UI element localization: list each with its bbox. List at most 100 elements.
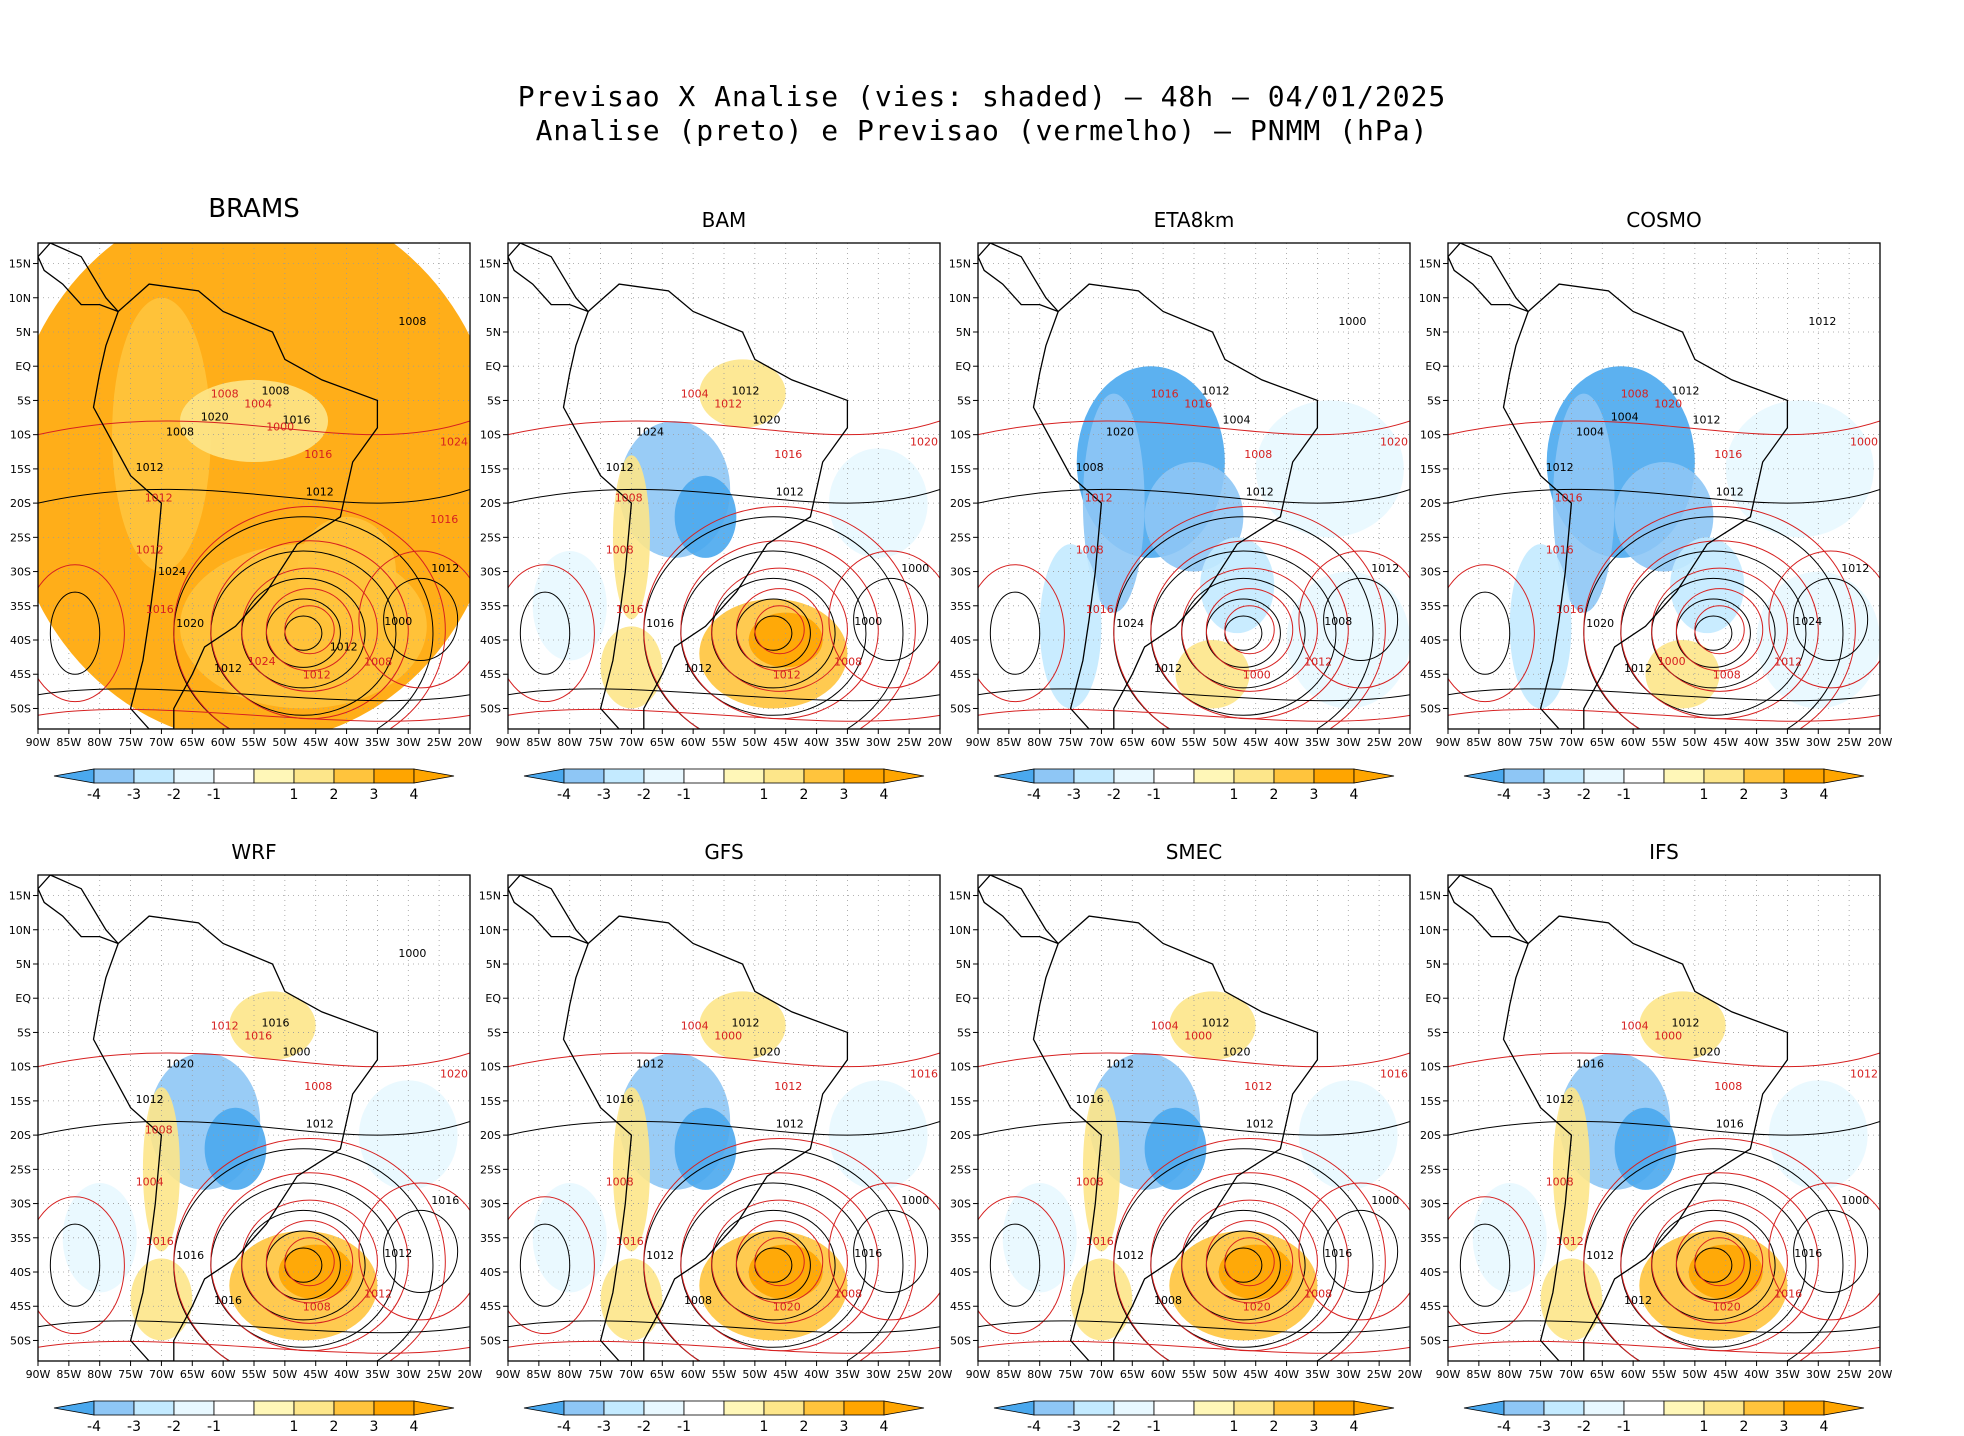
lon-tick-label: 35W — [835, 736, 860, 749]
colorbar-label: -3 — [127, 787, 141, 803]
lat-tick-label: 50S — [1420, 702, 1441, 715]
colorbar-label: -4 — [87, 787, 101, 803]
isobar — [1459, 1223, 1511, 1307]
contour-label: 1000 — [1841, 1194, 1869, 1207]
contour-label: 1000 — [1850, 436, 1878, 449]
lon-tick-label: 30W — [1806, 1368, 1831, 1381]
contour-label: 1008 — [1621, 387, 1649, 400]
contour-label: 1000 — [1184, 1030, 1212, 1043]
colorbar-label: 1 — [760, 1419, 769, 1435]
contour-label: 1008 — [262, 385, 290, 398]
forecast-isobar — [173, 1138, 446, 1361]
lat-tick-label: 10N — [479, 292, 501, 305]
contour-label: 1012 — [1672, 385, 1700, 398]
colorbar-segment — [1313, 768, 1355, 784]
isobar — [383, 577, 459, 662]
lon-tick-label: 20W — [1868, 1368, 1893, 1381]
coastline — [38, 243, 119, 313]
forecast-isobar — [711, 1199, 848, 1324]
map-area: 1012 1016 1012 1008 1012 1016 1012 1004 1000 1008… — [479, 242, 953, 749]
isobar — [38, 1196, 125, 1335]
lon-tick-label: 80W — [87, 1368, 112, 1381]
lat-tick-label: 40S — [950, 1266, 971, 1279]
lon-tick-label: 90W — [1436, 736, 1461, 749]
colorbar-label: 3 — [1780, 1419, 1789, 1435]
colorbar-segment — [253, 1400, 295, 1416]
forecast-isobar — [754, 1237, 805, 1287]
lat-tick-label: 40S — [1420, 1266, 1441, 1279]
isobar — [38, 1120, 470, 1136]
lon-tick-label: 45W — [773, 1368, 798, 1381]
colorbar-label: -4 — [557, 1419, 571, 1435]
isobar — [978, 564, 1065, 703]
isobar — [508, 1340, 940, 1354]
lon-tick-label: 50W — [742, 736, 767, 749]
lat-tick-label: 20S — [10, 1129, 31, 1142]
contour-label: 1020 — [1243, 1301, 1271, 1314]
contour-label: 1004 — [1223, 414, 1251, 427]
forecast-isobar — [265, 588, 354, 672]
lat-tick-label: 35S — [10, 1232, 31, 1245]
contour-label: 1016 — [304, 448, 332, 461]
bias-shading — [600, 626, 663, 709]
bias-shading — [1540, 1258, 1603, 1341]
contour-label: 1008 — [166, 426, 194, 439]
isobar — [508, 1320, 940, 1334]
lat-tick-label: 20S — [10, 497, 31, 510]
map-area: 1012101610121008101610121008100410001008… — [479, 874, 953, 1381]
lat-tick-label: 45S — [480, 668, 501, 681]
lon-tick-label: 60W — [681, 1368, 706, 1381]
contour-label: 1012 — [1624, 662, 1652, 675]
lon-tick-label: 50W — [1682, 736, 1707, 749]
colorbar-segment — [1503, 1400, 1545, 1416]
isobar — [989, 591, 1041, 675]
contour-label: 1012 — [732, 385, 760, 398]
lon-tick-label: 65W — [1590, 1368, 1615, 1381]
lon-tick-label: 80W — [557, 736, 582, 749]
isobar — [1448, 708, 1880, 722]
model-panel: COSMO10121016101210121012101610121008101… — [1419, 208, 1893, 803]
contour-label: 1012 — [1546, 1093, 1574, 1106]
isobar — [1448, 1120, 1880, 1136]
lat-tick-label: 15S — [480, 463, 501, 476]
contour-label: 1012 — [214, 662, 242, 675]
contour-label: 1020 — [1223, 1046, 1251, 1059]
contour-label: 1008 — [1714, 1080, 1742, 1093]
contour-label: 1016 — [146, 603, 174, 616]
lat-tick-label: 10N — [9, 924, 31, 937]
colorbar-segment — [683, 1400, 725, 1416]
forecast-isobar — [1224, 605, 1275, 655]
bias-shading — [699, 991, 786, 1060]
lon-tick-label: 30W — [396, 736, 421, 749]
coastline — [978, 243, 1059, 313]
colorbar-segment — [133, 1400, 175, 1416]
lon-tick-label: 55W — [242, 736, 267, 749]
contour-label: 1012 — [1774, 655, 1802, 668]
lon-tick-label: 30W — [866, 736, 891, 749]
lat-tick-label: EQ — [15, 992, 31, 1005]
lat-tick-label: 45S — [480, 1300, 501, 1313]
model-panel: BAM1012101610121008101210161012100410001… — [479, 208, 953, 803]
lon-tick-label: 80W — [557, 1368, 582, 1381]
lat-tick-label: 5S — [487, 394, 501, 407]
contour-label: 1008 — [1076, 461, 1104, 474]
contour-label: 1000 — [1243, 669, 1271, 682]
colorbar-label: -3 — [1067, 787, 1081, 803]
contour-label: 1000 — [398, 947, 426, 960]
colorbar-segment — [1153, 768, 1195, 784]
colorbar-segment — [1663, 768, 1705, 784]
lat-tick-label: EQ — [485, 992, 501, 1005]
colorbar-segment — [1313, 1400, 1355, 1416]
lon-tick-label: 55W — [1182, 1368, 1207, 1381]
colorbar-label: -1 — [207, 787, 221, 803]
colorbar-segment — [373, 1400, 415, 1416]
lat-tick-label: 50S — [10, 702, 31, 715]
lat-tick-label: 5N — [1426, 326, 1441, 339]
lat-tick-label: EQ — [955, 360, 971, 373]
colorbar-segment — [763, 1400, 805, 1416]
forecast-isobar — [1205, 1220, 1294, 1304]
lat-tick-label: 15S — [950, 1095, 971, 1108]
contour-label: 1008 — [615, 491, 643, 504]
contour-label: 1004 — [1151, 1019, 1179, 1032]
isobar — [38, 708, 470, 722]
